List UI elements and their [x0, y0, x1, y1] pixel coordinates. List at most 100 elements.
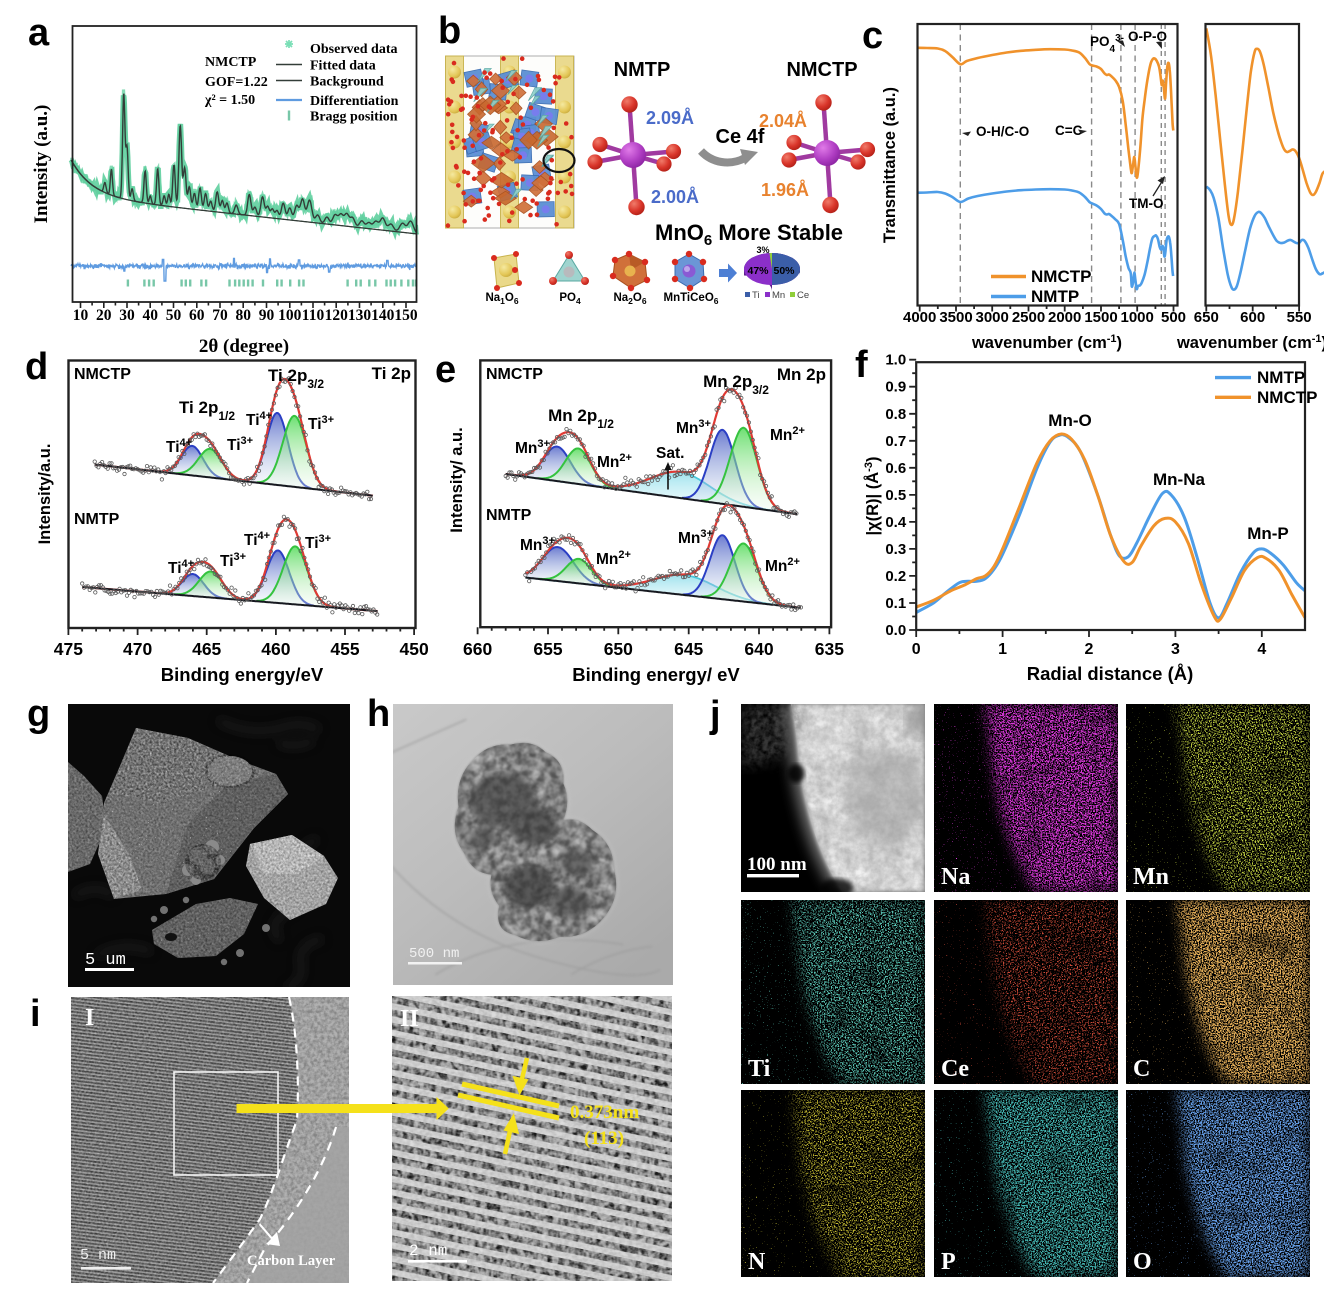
svg-text:Carbon Layer: Carbon Layer [247, 1253, 336, 1269]
svg-text:2.00Å: 2.00Å [651, 187, 699, 207]
svg-text:PO4: PO4 [559, 292, 581, 306]
svg-text:1.0: 1.0 [885, 352, 906, 369]
svg-text:40: 40 [142, 307, 158, 324]
svg-text:Sat.: Sat. [656, 445, 684, 462]
svg-text:Differentiation: Differentiation [310, 94, 399, 109]
svg-text:0.9: 0.9 [885, 379, 906, 396]
svg-text:150: 150 [394, 307, 418, 324]
svg-text:550: 550 [1287, 309, 1312, 326]
svg-text:1: 1 [998, 641, 1007, 658]
svg-text:II: II [400, 1006, 419, 1032]
svg-text:NMCTP: NMCTP [74, 366, 131, 383]
svg-text:Mn2+: Mn2+ [765, 556, 800, 575]
svg-text:Mn2+: Mn2+ [597, 452, 632, 471]
svg-text:70: 70 [212, 307, 228, 324]
svg-text:0.6: 0.6 [885, 460, 906, 477]
svg-text:3500: 3500 [939, 309, 972, 326]
svg-text:455: 455 [330, 639, 359, 659]
svg-text:Background: Background [310, 75, 384, 90]
svg-text:10: 10 [73, 307, 89, 324]
svg-text:465: 465 [192, 639, 221, 659]
svg-text:120: 120 [325, 307, 349, 324]
svg-text:0.2: 0.2 [885, 568, 906, 585]
svg-text:NMTP: NMTP [74, 511, 120, 528]
svg-text:Ti4+: Ti4+ [244, 530, 270, 549]
svg-text:3%: 3% [756, 245, 769, 255]
svg-text:MnO6 More Stable: MnO6 More Stable [655, 220, 843, 249]
svg-text:0.3: 0.3 [885, 541, 906, 558]
svg-text:Mn-O: Mn-O [1048, 411, 1091, 430]
svg-text:2 nm: 2 nm [409, 1242, 447, 1260]
svg-text:0.1: 0.1 [885, 595, 906, 612]
svg-text:650: 650 [604, 639, 633, 659]
svg-text:0.8: 0.8 [885, 406, 906, 423]
svg-text:P: P [941, 1249, 956, 1275]
svg-text:90: 90 [259, 307, 275, 324]
svg-text:Mn 2p: Mn 2p [777, 365, 826, 384]
svg-text:2000: 2000 [1048, 309, 1081, 326]
svg-text:Intensity/a.u.: Intensity/a.u. [36, 444, 54, 545]
svg-text:655: 655 [533, 639, 562, 659]
svg-text:2.04Å: 2.04Å [759, 111, 807, 131]
svg-text:0.7: 0.7 [885, 433, 906, 450]
svg-text:Mn: Mn [1133, 864, 1169, 890]
svg-text:50%: 50% [773, 265, 795, 277]
svg-text:Observed data: Observed data [310, 42, 398, 57]
svg-text:PO43-: PO43- [1090, 33, 1124, 55]
svg-text:NMCTP: NMCTP [205, 55, 257, 70]
svg-text:Ti: Ti [748, 1056, 771, 1082]
svg-text:4: 4 [1257, 641, 1266, 658]
svg-text:140: 140 [371, 307, 395, 324]
svg-text:NMTP: NMTP [1031, 287, 1079, 306]
svg-text:Ti 2p1/2: Ti 2p1/2 [179, 398, 235, 423]
svg-text:470: 470 [123, 639, 152, 659]
svg-text:NMCTP: NMCTP [786, 59, 857, 81]
svg-text:Intensity/ a.u.: Intensity/ a.u. [448, 427, 466, 532]
svg-text:2θ (degree): 2θ (degree) [199, 336, 289, 357]
svg-text:Ce 4f: Ce 4f [716, 126, 765, 148]
svg-text:47%: 47% [747, 265, 769, 277]
svg-text:130: 130 [348, 307, 372, 324]
svg-text:O-P-O: O-P-O [1128, 29, 1167, 44]
svg-text:0.0: 0.0 [885, 622, 906, 639]
svg-text:4000: 4000 [903, 309, 936, 326]
svg-text:Mn 2p1/2: Mn 2p1/2 [548, 406, 614, 431]
svg-text:Ti3+: Ti3+ [305, 533, 331, 552]
svg-text:Na: Na [941, 864, 970, 890]
svg-text:650: 650 [1194, 309, 1219, 326]
svg-text:1000: 1000 [1121, 309, 1154, 326]
svg-text:1500: 1500 [1084, 309, 1117, 326]
svg-text:60: 60 [189, 307, 205, 324]
svg-text:0: 0 [912, 641, 921, 658]
svg-text:660: 660 [463, 639, 492, 659]
svg-text:1.96Å: 1.96Å [761, 180, 809, 200]
svg-text:20: 20 [96, 307, 112, 324]
svg-text:0.373nm: 0.373nm [570, 1102, 639, 1123]
svg-text:0.4: 0.4 [885, 514, 907, 531]
svg-text:I: I [85, 1005, 94, 1031]
svg-text:50: 50 [166, 307, 182, 324]
svg-text:Ti3+: Ti3+ [308, 414, 334, 433]
svg-text:NMTP: NMTP [614, 59, 671, 81]
svg-text:450: 450 [399, 639, 428, 659]
svg-text:3: 3 [1171, 641, 1180, 658]
svg-text:wavenumber (cm-1): wavenumber (cm-1) [1176, 333, 1324, 352]
svg-text:Mn-Na: Mn-Na [1153, 470, 1205, 489]
svg-text:C=C: C=C [1055, 123, 1083, 138]
svg-text:NMCTP: NMCTP [1257, 388, 1317, 407]
svg-text:Ti3+: Ti3+ [227, 435, 253, 454]
svg-text:GOF=1.22: GOF=1.22 [205, 75, 268, 90]
svg-text:500 nm: 500 nm [409, 946, 459, 962]
svg-text:NMCTP: NMCTP [1031, 267, 1091, 286]
svg-text:460: 460 [261, 639, 290, 659]
svg-text:2500: 2500 [1012, 309, 1045, 326]
svg-text:Intensity (a.u.): Intensity (a.u.) [31, 105, 52, 224]
svg-text:Ti: Ti [752, 290, 760, 301]
svg-text:TM-O: TM-O [1129, 196, 1164, 211]
svg-text:3000: 3000 [976, 309, 1009, 326]
svg-text:5 um: 5 um [85, 951, 126, 970]
svg-text:Radial distance (Å): Radial distance (Å) [1027, 663, 1194, 684]
svg-text:Mn: Mn [772, 290, 785, 301]
svg-text:wavenumber (cm-1): wavenumber (cm-1) [971, 333, 1122, 352]
svg-text:Na1O6: Na1O6 [485, 292, 518, 306]
